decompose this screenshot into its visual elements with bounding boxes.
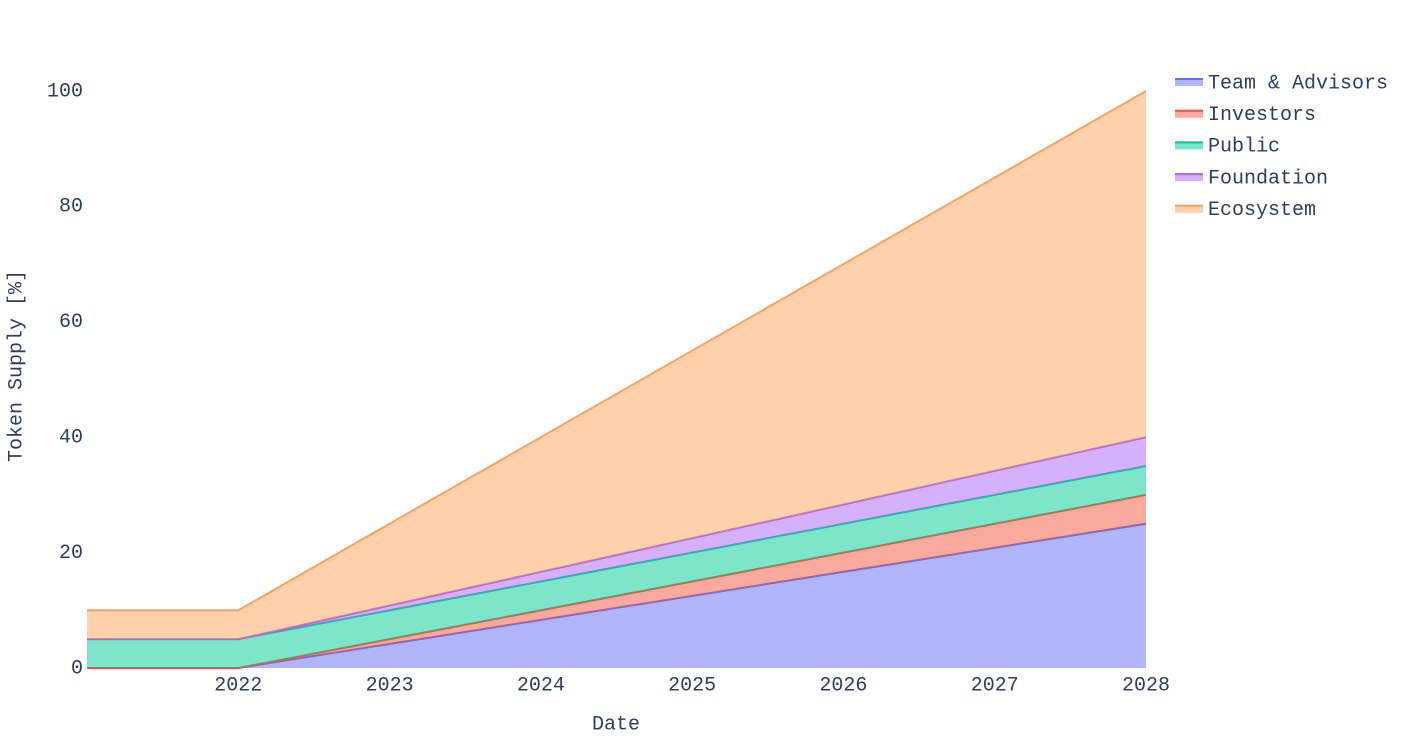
- legend-label: Public: [1208, 136, 1280, 159]
- x-axis-title: Date: [592, 713, 640, 736]
- x-tick-label: 2024: [517, 674, 565, 697]
- legend-label: Foundation: [1208, 167, 1328, 190]
- area-line: [87, 90, 1147, 612]
- y-tick-label: 60: [59, 311, 83, 334]
- legend-label: Team & Advisors: [1208, 72, 1388, 95]
- area-fill: [87, 523, 1146, 668]
- x-tick-label: 2025: [668, 674, 716, 697]
- y-tick-label: 0: [71, 657, 83, 680]
- legend-label: Investors: [1208, 104, 1316, 127]
- x-tick-label: 2022: [214, 674, 262, 697]
- legend-swatch: [1175, 204, 1203, 213]
- y-tick-label: 40: [59, 426, 83, 449]
- y-axis-title: Token Supply [%]: [5, 270, 28, 462]
- legend-swatch: [1175, 78, 1203, 86]
- legend-swatch: [1175, 173, 1203, 182]
- y-tick-label: 100: [47, 80, 83, 103]
- y-tick-label: 20: [59, 542, 83, 565]
- legend-swatch: [1175, 109, 1203, 118]
- y-tick-label: 80: [59, 196, 83, 219]
- legend-label: Ecosystem: [1208, 199, 1316, 222]
- x-tick-label: 2023: [366, 674, 414, 697]
- area-fill: [87, 91, 1146, 640]
- legend-swatch: [1175, 141, 1203, 150]
- x-tick-label: 2027: [971, 674, 1019, 697]
- x-tick-label: 2026: [819, 674, 867, 697]
- x-tick-label: 2028: [1122, 674, 1170, 697]
